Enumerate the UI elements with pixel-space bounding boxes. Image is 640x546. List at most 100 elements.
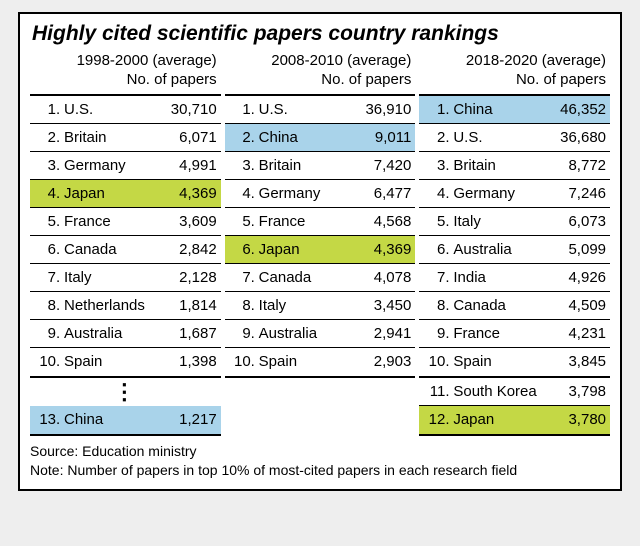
country-cell: Australia bbox=[451, 241, 550, 258]
page-title: Highly cited scientific papers country r… bbox=[32, 22, 610, 46]
country-cell: Netherlands bbox=[62, 297, 161, 314]
heavy-rule bbox=[419, 434, 610, 436]
table-row: 9.Australia2,941 bbox=[225, 320, 416, 348]
rank-cell: 9 bbox=[229, 325, 251, 342]
rank-cell: 7 bbox=[423, 269, 445, 286]
rank-cell: 3 bbox=[423, 157, 445, 174]
rank-cell: 1 bbox=[34, 101, 56, 118]
country-cell: Spain bbox=[62, 353, 161, 370]
table-row: 9.France4,231 bbox=[419, 320, 610, 348]
rank-cell: 2 bbox=[229, 129, 251, 146]
value-cell: 3,798 bbox=[550, 383, 606, 400]
rank-cell: 7 bbox=[34, 269, 56, 286]
rank-cell: 4 bbox=[423, 185, 445, 202]
value-cell: 6,477 bbox=[355, 185, 411, 202]
value-cell: 3,780 bbox=[550, 411, 606, 428]
source-line: Source: Education ministry bbox=[30, 442, 610, 462]
country-cell: Britain bbox=[257, 157, 356, 174]
table-row: 5.France3,609 bbox=[30, 208, 221, 236]
value-cell: 30,710 bbox=[161, 101, 217, 118]
country-cell: France bbox=[451, 325, 550, 342]
value-cell: 1,217 bbox=[161, 411, 217, 428]
value-cell: 4,509 bbox=[550, 297, 606, 314]
heavy-rule bbox=[30, 434, 221, 436]
table-row: 1.U.S.30,710 bbox=[30, 96, 221, 124]
table-row: 1.U.S.36,910 bbox=[225, 96, 416, 124]
table-row: 9.Australia1,687 bbox=[30, 320, 221, 348]
country-cell: China bbox=[257, 129, 356, 146]
rank-cell: 13 bbox=[34, 411, 56, 428]
rank-cell: 2 bbox=[34, 129, 56, 146]
rank-cell: 1 bbox=[229, 101, 251, 118]
rank-cell: 3 bbox=[229, 157, 251, 174]
value-cell: 8,772 bbox=[550, 157, 606, 174]
value-cell: 2,903 bbox=[355, 353, 411, 370]
column-header: 1998-2000 (average) No. of papers bbox=[30, 52, 221, 90]
country-cell: Spain bbox=[257, 353, 356, 370]
column-header: 2008-2010 (average) No. of papers bbox=[225, 52, 416, 90]
value-cell: 46,352 bbox=[550, 101, 606, 118]
source-text: Education ministry bbox=[82, 443, 196, 459]
country-cell: China bbox=[451, 101, 550, 118]
country-cell: Germany bbox=[257, 185, 356, 202]
table-row: 4.Japan4,369 bbox=[30, 180, 221, 208]
country-cell: Italy bbox=[451, 213, 550, 230]
value-cell: 36,680 bbox=[550, 129, 606, 146]
value-cell: 7,246 bbox=[550, 185, 606, 202]
country-cell: Britain bbox=[62, 129, 161, 146]
table-row: 2.Britain6,071 bbox=[30, 124, 221, 152]
rank-cell: 10 bbox=[423, 353, 445, 370]
table-row: 12.Japan3,780 bbox=[419, 406, 610, 434]
value-cell: 2,842 bbox=[161, 241, 217, 258]
value-cell: 3,609 bbox=[161, 213, 217, 230]
table-row: 11.South Korea3,798 bbox=[419, 378, 610, 406]
rank-cell: 11 bbox=[423, 383, 445, 400]
rank-cell: 5 bbox=[423, 213, 445, 230]
country-cell: Germany bbox=[451, 185, 550, 202]
country-cell: U.S. bbox=[257, 101, 356, 118]
table-row: 8.Netherlands1,814 bbox=[30, 292, 221, 320]
rank-cell: 3 bbox=[34, 157, 56, 174]
note-text: Number of papers in top 10% of most-cite… bbox=[67, 462, 517, 478]
table-row: 13.China1,217 bbox=[30, 406, 221, 434]
value-cell: 4,369 bbox=[355, 241, 411, 258]
value-cell: 4,369 bbox=[161, 185, 217, 202]
note-label: Note: bbox=[30, 462, 63, 478]
rank-cell: 10 bbox=[34, 353, 56, 370]
table-row: 3.Britain7,420 bbox=[225, 152, 416, 180]
table-row: 2.China9,011 bbox=[225, 124, 416, 152]
rank-cell: 8 bbox=[423, 297, 445, 314]
table-row: 6.Canada2,842 bbox=[30, 236, 221, 264]
footer: Source: Education ministry Note: Number … bbox=[30, 442, 610, 481]
country-cell: Canada bbox=[451, 297, 550, 314]
table-row: 7.India4,926 bbox=[419, 264, 610, 292]
table-row: 2.U.S.36,680 bbox=[419, 124, 610, 152]
table-row: 6.Japan4,369 bbox=[225, 236, 416, 264]
rank-cell: 5 bbox=[34, 213, 56, 230]
value-cell: 4,991 bbox=[161, 157, 217, 174]
table-row: 8.Italy3,450 bbox=[225, 292, 416, 320]
value-cell: 3,450 bbox=[355, 297, 411, 314]
table-row: 1.China46,352 bbox=[419, 96, 610, 124]
rank-cell: 6 bbox=[34, 241, 56, 258]
rank-cell: 4 bbox=[229, 185, 251, 202]
country-cell: Italy bbox=[62, 269, 161, 286]
ranking-column: 2008-2010 (average) No. of papers 1.U.S.3… bbox=[225, 52, 416, 436]
value-cell: 7,420 bbox=[355, 157, 411, 174]
panel: Highly cited scientific papers country r… bbox=[18, 12, 622, 491]
ranking-column: 1998-2000 (average) No. of papers 1.U.S.3… bbox=[30, 52, 221, 436]
value-cell: 4,078 bbox=[355, 269, 411, 286]
heavy-rule bbox=[225, 376, 416, 378]
rank-cell: 7 bbox=[229, 269, 251, 286]
rank-cell: 6 bbox=[423, 241, 445, 258]
rank-cell: 4 bbox=[34, 185, 56, 202]
table-row: 7.Italy2,128 bbox=[30, 264, 221, 292]
column-header: 2018-2020 (average) No. of papers bbox=[419, 52, 610, 90]
table-row: 10.Spain2,903 bbox=[225, 348, 416, 376]
country-cell: Canada bbox=[62, 241, 161, 258]
country-cell: Australia bbox=[62, 325, 161, 342]
rank-cell: 1 bbox=[423, 101, 445, 118]
country-cell: Japan bbox=[62, 185, 161, 202]
rank-cell: 2 bbox=[423, 129, 445, 146]
country-cell: U.S. bbox=[451, 129, 550, 146]
